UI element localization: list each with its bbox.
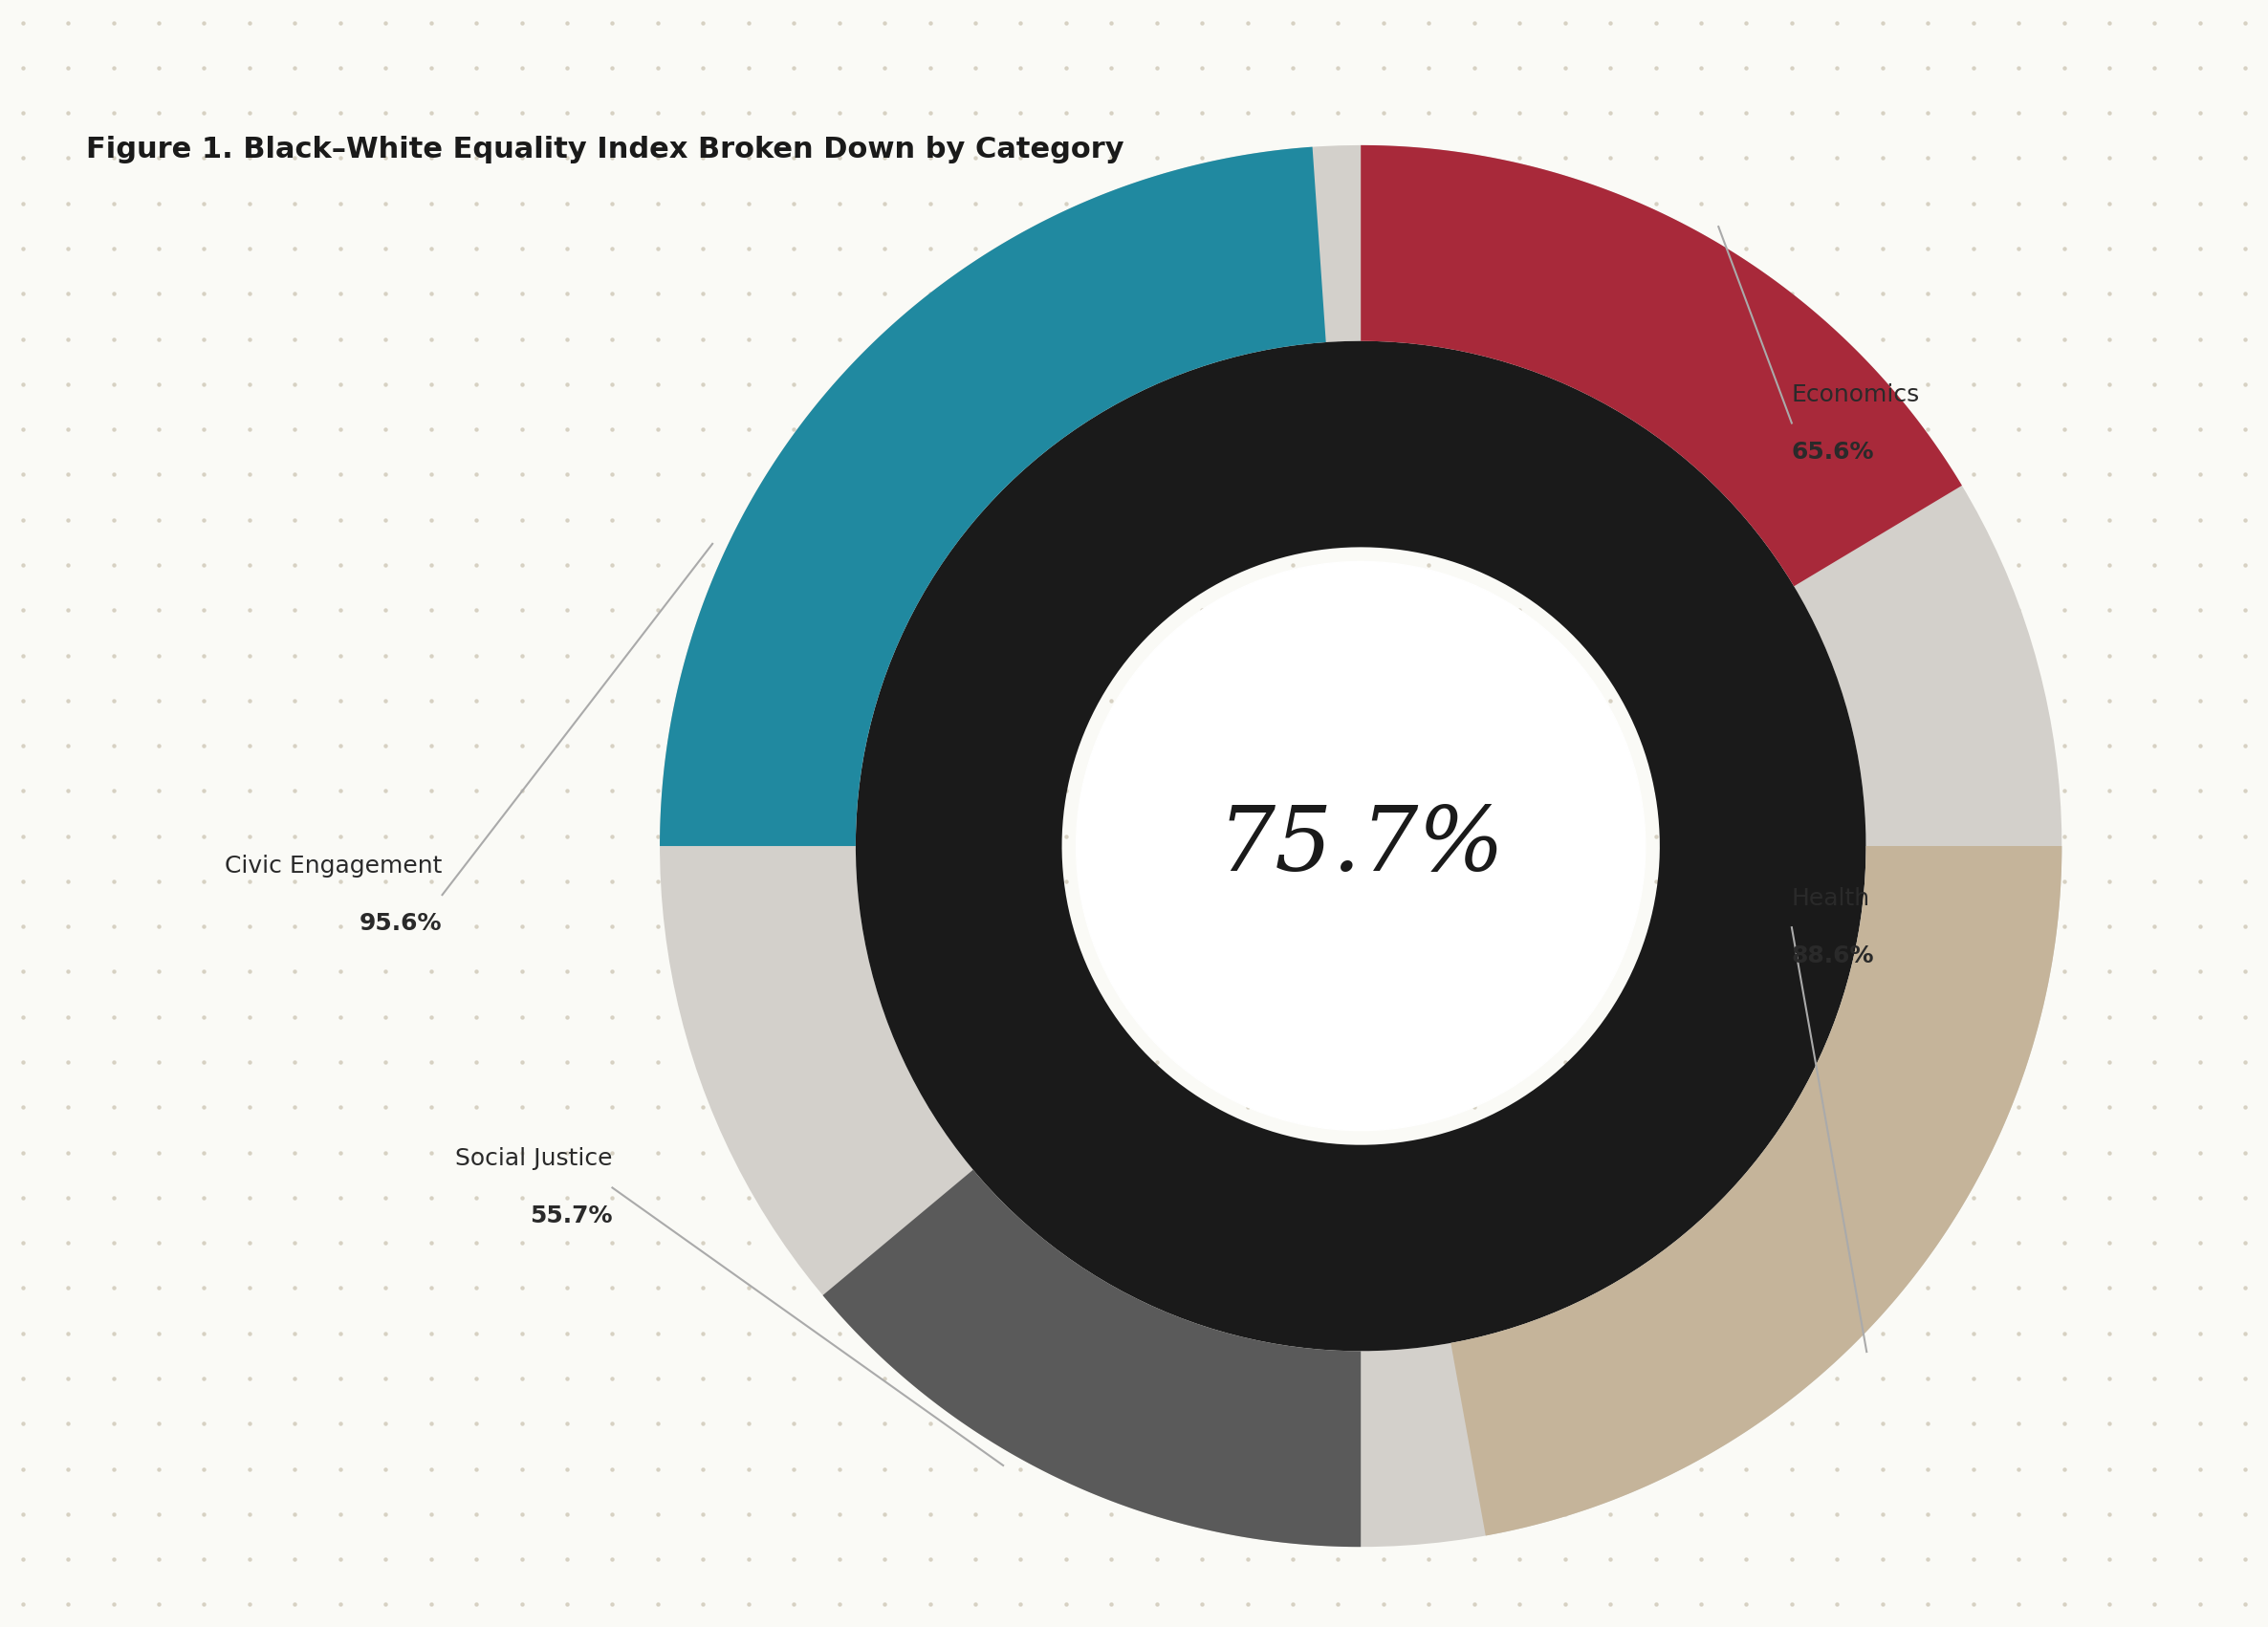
Text: Health: Health (1792, 887, 1871, 909)
Text: 88.6%: 88.6% (1792, 945, 1873, 968)
Text: Civic Engagement: Civic Engagement (225, 854, 442, 877)
Circle shape (1077, 561, 1644, 1131)
Text: 95.6%: 95.6% (361, 913, 442, 936)
Polygon shape (1452, 846, 2062, 1536)
Text: Figure 1. Black–White Equality Index Broken Down by Category: Figure 1. Black–White Equality Index Bro… (86, 135, 1125, 163)
Polygon shape (660, 146, 1327, 846)
Polygon shape (855, 342, 1867, 1350)
Text: Social Justice: Social Justice (456, 1147, 612, 1170)
Polygon shape (660, 145, 2062, 1547)
Polygon shape (823, 1170, 1361, 1547)
Text: 75.7%: 75.7% (1218, 804, 1504, 888)
Text: 55.7%: 55.7% (531, 1206, 612, 1228)
Text: 65.6%: 65.6% (1792, 441, 1873, 464)
Polygon shape (1361, 145, 1962, 586)
Text: Economics: Economics (1792, 382, 1921, 405)
